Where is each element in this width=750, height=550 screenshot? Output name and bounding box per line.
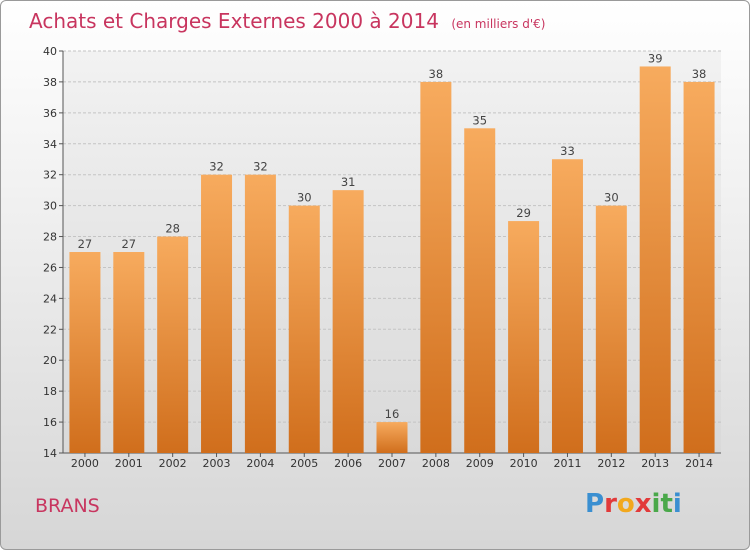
bar xyxy=(244,174,276,453)
chart-subtitle: (en milliers d'€) xyxy=(451,17,546,31)
proxiti-logo: Proxiti xyxy=(585,489,682,519)
bar-value-label: 29 xyxy=(516,206,531,220)
y-tick-label: 18 xyxy=(43,385,57,398)
logo-letter: x xyxy=(634,489,652,519)
y-tick-label: 22 xyxy=(43,323,57,336)
logo-letter: i xyxy=(672,489,682,519)
bar xyxy=(288,205,320,453)
y-tick-label: 14 xyxy=(43,447,57,460)
logo-letter: t xyxy=(660,489,673,519)
x-tick-label: 2008 xyxy=(422,457,450,470)
bar xyxy=(420,81,452,453)
logo-letter: P xyxy=(585,489,605,519)
x-tick-label: 2003 xyxy=(203,457,231,470)
bar-value-label: 32 xyxy=(253,160,268,174)
bar-value-label: 32 xyxy=(209,160,224,174)
x-tick-label: 2013 xyxy=(641,457,669,470)
y-tick-label: 36 xyxy=(43,107,57,120)
bar xyxy=(201,174,233,453)
bar-value-label: 30 xyxy=(604,191,619,205)
bar-value-label: 31 xyxy=(341,175,356,189)
x-tick-label: 2001 xyxy=(115,457,143,470)
bar-value-label: 39 xyxy=(648,51,663,65)
y-tick-label: 34 xyxy=(43,138,57,151)
bar-value-label: 27 xyxy=(78,237,93,251)
bar xyxy=(683,81,715,453)
bar xyxy=(508,221,540,453)
y-tick-label: 30 xyxy=(43,200,57,213)
bar xyxy=(551,159,583,453)
bar-value-label: 38 xyxy=(429,67,444,81)
x-tick-label: 2004 xyxy=(246,457,274,470)
bar-value-label: 30 xyxy=(297,191,312,205)
x-tick-label: 2010 xyxy=(510,457,538,470)
y-tick-label: 38 xyxy=(43,76,57,89)
y-tick-label: 24 xyxy=(43,292,57,305)
bar xyxy=(464,128,496,454)
logo-letter: o xyxy=(616,489,635,519)
plot-area: 14 16 18 20 22 24 26 28 30 32 34 36 38 40 27 2000 27 2001… xyxy=(43,45,721,470)
x-tick-label: 2011 xyxy=(553,457,581,470)
x-tick-label: 2009 xyxy=(466,457,494,470)
y-tick-label: 40 xyxy=(43,45,57,58)
bar xyxy=(157,236,189,453)
y-tick-label: 32 xyxy=(43,169,57,182)
bar-value-label: 27 xyxy=(121,237,136,251)
bar xyxy=(376,422,408,453)
y-tick-label: 20 xyxy=(43,354,57,367)
y-tick-label: 16 xyxy=(43,416,57,429)
bar-value-label: 38 xyxy=(692,67,707,81)
bar-value-label: 16 xyxy=(385,407,400,421)
bar-value-label: 33 xyxy=(560,144,575,158)
bar xyxy=(332,190,364,453)
logo-letter: r xyxy=(604,489,617,519)
chart-title: Achats et Charges Externes 2000 à 2014 xyxy=(29,9,439,33)
x-tick-label: 2000 xyxy=(71,457,99,470)
x-tick-label: 2014 xyxy=(685,457,713,470)
bar xyxy=(113,252,145,453)
x-tick-label: 2005 xyxy=(290,457,318,470)
x-tick-label: 2012 xyxy=(597,457,625,470)
y-tick-label: 26 xyxy=(43,261,57,274)
x-tick-label: 2002 xyxy=(159,457,187,470)
bar xyxy=(639,66,671,453)
place-label: BRANS xyxy=(35,495,100,517)
bar-value-label: 28 xyxy=(165,222,180,236)
bar-value-label: 35 xyxy=(472,113,487,127)
logo-letter: i xyxy=(651,489,661,519)
bar xyxy=(69,252,101,453)
x-tick-label: 2006 xyxy=(334,457,362,470)
y-tick-label: 28 xyxy=(43,231,57,244)
x-tick-label: 2007 xyxy=(378,457,406,470)
bar xyxy=(595,205,627,453)
chart-title-block: Achats et Charges Externes 2000 à 2014 (… xyxy=(29,9,545,33)
